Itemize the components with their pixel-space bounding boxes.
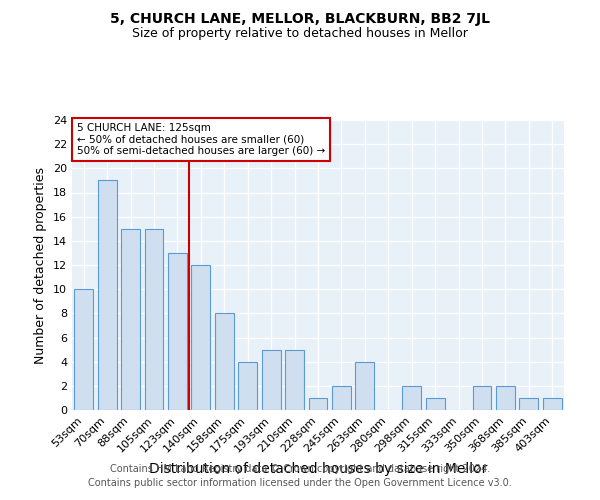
Bar <box>238 362 257 410</box>
Bar <box>262 350 281 410</box>
Bar <box>285 350 304 410</box>
Bar <box>543 398 562 410</box>
Text: 5, CHURCH LANE, MELLOR, BLACKBURN, BB2 7JL: 5, CHURCH LANE, MELLOR, BLACKBURN, BB2 7… <box>110 12 490 26</box>
Bar <box>308 398 328 410</box>
Bar <box>403 386 421 410</box>
Bar <box>145 229 163 410</box>
Text: Contains HM Land Registry data © Crown copyright and database right 2024.
Contai: Contains HM Land Registry data © Crown c… <box>88 464 512 487</box>
Bar <box>168 253 187 410</box>
Bar <box>520 398 538 410</box>
Text: 5 CHURCH LANE: 125sqm
← 50% of detached houses are smaller (60)
50% of semi-deta: 5 CHURCH LANE: 125sqm ← 50% of detached … <box>77 123 325 156</box>
Bar <box>121 229 140 410</box>
Bar <box>332 386 351 410</box>
Bar <box>74 289 93 410</box>
Bar <box>98 180 116 410</box>
Bar <box>191 265 210 410</box>
Bar <box>473 386 491 410</box>
Bar <box>496 386 515 410</box>
Bar <box>355 362 374 410</box>
Y-axis label: Number of detached properties: Number of detached properties <box>34 166 47 364</box>
X-axis label: Distribution of detached houses by size in Mellor: Distribution of detached houses by size … <box>149 462 487 476</box>
Bar <box>426 398 445 410</box>
Bar <box>215 314 233 410</box>
Text: Size of property relative to detached houses in Mellor: Size of property relative to detached ho… <box>132 28 468 40</box>
